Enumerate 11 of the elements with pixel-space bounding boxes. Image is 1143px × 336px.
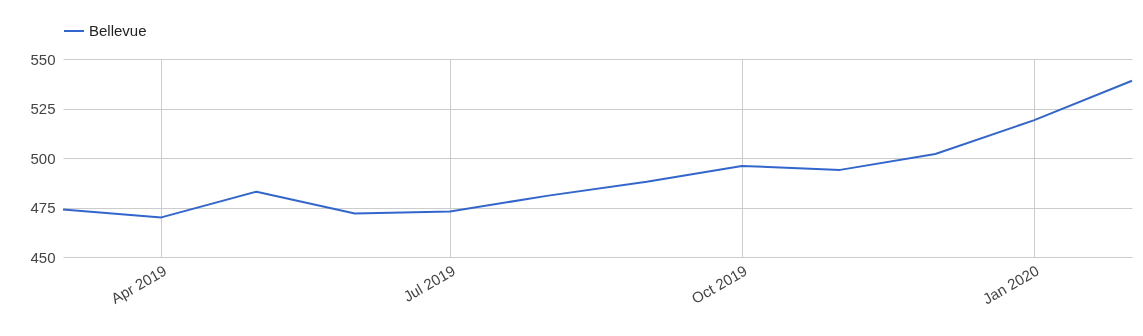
x-tick-label: Oct 2019 (688, 261, 750, 307)
x-tick-label: Jul 2019 (400, 261, 458, 305)
legend-label: Bellevue (89, 22, 147, 39)
y-tick-label: 550 (30, 50, 56, 68)
x-tick-label: Jan 2020 (979, 261, 1042, 308)
y-tick-label: 475 (30, 199, 56, 216)
line-series (62, 79, 1133, 219)
y-tick-label: 525 (30, 100, 56, 117)
x-tick-label: Apr 2019 (108, 261, 170, 307)
y-tick-label: 450 (30, 248, 56, 266)
y-tick-label: 500 (30, 149, 56, 167)
